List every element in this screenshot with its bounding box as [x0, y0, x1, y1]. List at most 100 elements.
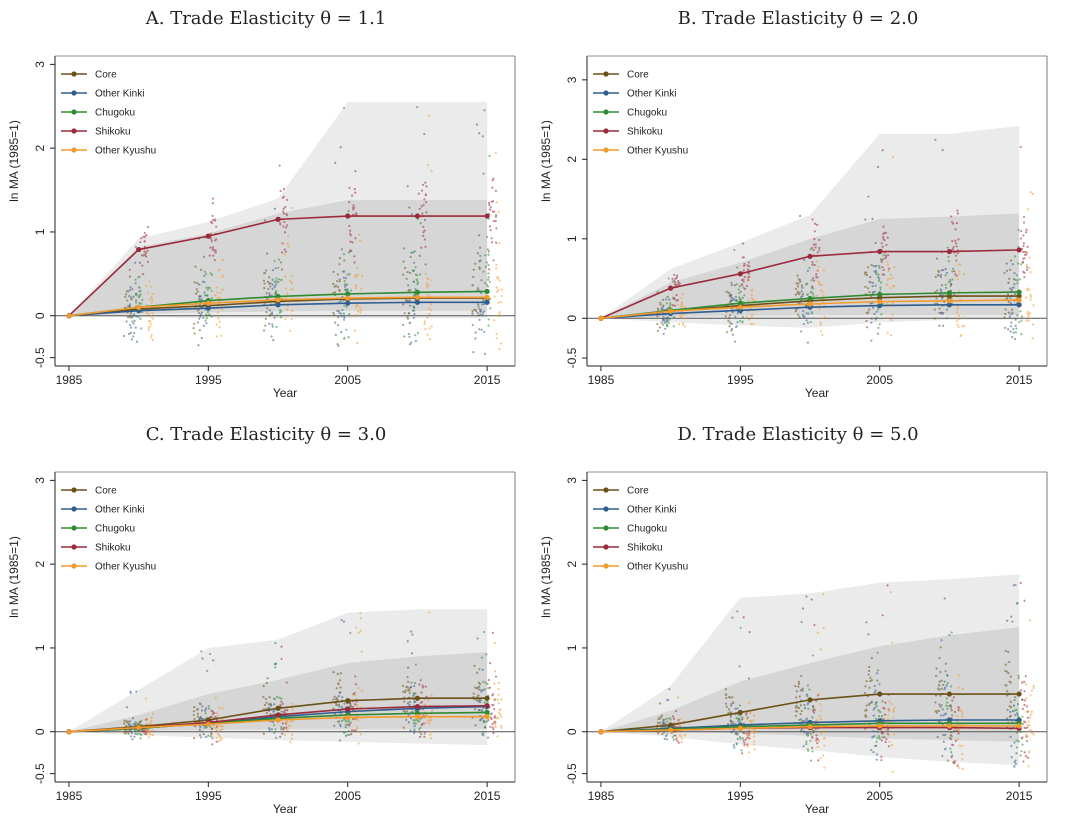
scatter-point — [795, 690, 798, 693]
scatter-point — [795, 696, 798, 699]
scatter-point — [814, 243, 817, 246]
scatter-point — [666, 698, 669, 701]
scatter-point — [681, 737, 684, 740]
scatter-point — [263, 219, 267, 222]
legend-label: Other Kyushu — [627, 562, 688, 573]
scatter-point — [1006, 708, 1009, 712]
scatter-point — [957, 314, 960, 317]
series-point — [275, 302, 281, 308]
scatter-point — [130, 298, 133, 301]
scatter-point — [815, 275, 818, 278]
scatter-point — [491, 241, 494, 244]
scatter-point — [353, 261, 356, 264]
scatter-point — [210, 733, 213, 736]
scatter-point — [284, 205, 287, 209]
scatter-point — [1019, 237, 1023, 240]
scatter-point — [880, 755, 883, 758]
scatter-point — [401, 323, 405, 327]
scatter-point — [275, 695, 279, 698]
legend-marker — [71, 90, 77, 96]
scatter-point — [959, 263, 962, 266]
scatter-point — [891, 156, 895, 159]
scatter-point — [877, 275, 880, 279]
scatter-point — [273, 316, 276, 319]
scatter-point — [1018, 320, 1021, 324]
scatter-point — [348, 733, 351, 737]
scatter-point — [800, 728, 804, 731]
scatter-point — [493, 682, 496, 685]
scatter-point — [801, 292, 805, 296]
y-axis-title: ln MA (1985=1) — [539, 120, 553, 202]
scatter-point — [281, 702, 284, 705]
scatter-point — [497, 681, 500, 684]
scatter-point — [221, 707, 224, 710]
scatter-point — [500, 294, 503, 298]
scatter-point — [332, 311, 335, 314]
scatter-point — [338, 280, 341, 283]
scatter-point — [407, 284, 410, 287]
scatter-point — [498, 711, 501, 714]
scatter-point — [657, 308, 660, 312]
scatter-point — [1029, 694, 1032, 697]
scatter-point — [737, 720, 740, 723]
scatter-point — [957, 686, 960, 689]
scatter-point — [480, 690, 483, 693]
scatter-point — [956, 763, 959, 766]
scatter-point — [864, 218, 867, 221]
scatter-point — [1017, 740, 1020, 743]
scatter-point — [208, 254, 211, 257]
scatter-point — [283, 220, 286, 224]
scatter-point — [336, 273, 339, 276]
scatter-point — [338, 739, 342, 742]
scatter-point — [345, 719, 348, 723]
scatter-point — [874, 717, 878, 720]
scatter-point — [676, 303, 680, 307]
y-axis-title: ln MA (1985=1) — [539, 536, 553, 618]
scatter-point — [730, 722, 733, 725]
scatter-point — [425, 185, 428, 188]
scatter-point — [129, 286, 132, 289]
scatter-point — [1014, 324, 1017, 327]
scatter-point — [1029, 716, 1032, 719]
scatter-point — [125, 724, 128, 727]
scatter-point — [802, 745, 805, 748]
scatter-point — [1010, 308, 1014, 311]
scatter-point — [822, 593, 825, 596]
scatter-point — [360, 308, 363, 312]
scatter-point — [889, 287, 892, 290]
scatter-point — [1012, 584, 1015, 587]
scatter-point — [424, 194, 427, 197]
scatter-point — [745, 711, 748, 715]
scatter-point — [664, 718, 667, 721]
scatter-point — [805, 282, 809, 285]
scatter-point — [356, 274, 359, 277]
scatter-point — [419, 679, 422, 682]
scatter-point — [885, 729, 888, 732]
scatter-point — [668, 688, 671, 691]
series-point — [345, 213, 351, 219]
scatter-point — [342, 106, 346, 110]
scatter-point — [280, 700, 283, 703]
legend-marker — [603, 128, 609, 134]
scatter-point — [494, 151, 497, 154]
scatter-point — [816, 269, 819, 272]
scatter-point — [285, 726, 288, 729]
series-point — [275, 717, 281, 723]
scatter-point — [145, 255, 148, 258]
scatter-point — [1014, 583, 1017, 586]
scatter-point — [482, 733, 485, 737]
scatter-point — [933, 317, 936, 320]
series-point — [1016, 723, 1022, 729]
scatter-point — [482, 680, 485, 683]
scatter-point — [955, 320, 958, 323]
scatter-point — [816, 223, 819, 227]
scatter-point — [955, 259, 958, 262]
scatter-point — [264, 324, 267, 327]
scatter-point — [892, 716, 895, 719]
scatter-point — [677, 741, 680, 744]
scatter-point — [279, 261, 282, 264]
scatter-point — [742, 256, 745, 259]
scatter-point — [149, 325, 152, 328]
scatter-point — [875, 758, 878, 761]
scatter-point — [893, 266, 896, 269]
